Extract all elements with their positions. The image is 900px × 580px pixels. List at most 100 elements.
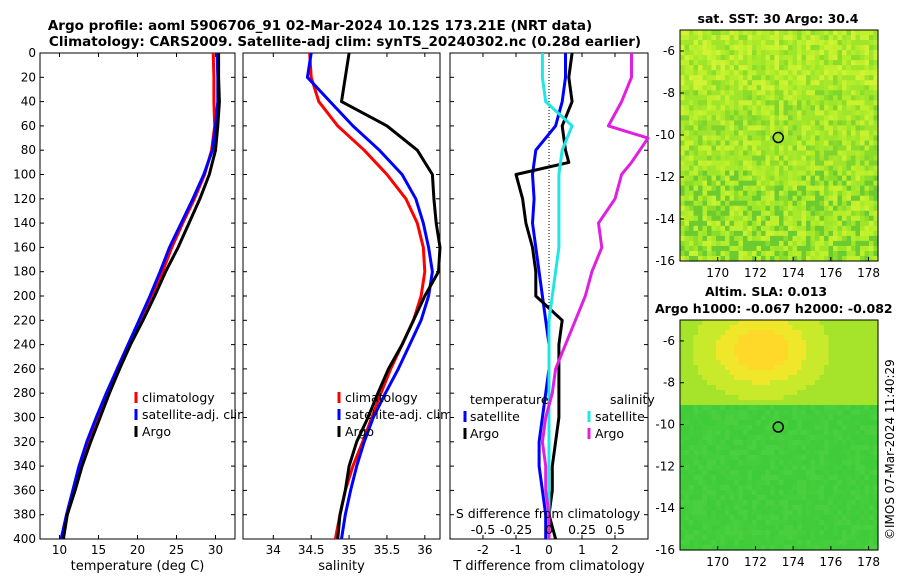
- map-cell: [833, 495, 839, 501]
- map-cell: [779, 65, 785, 71]
- map-cell: [833, 115, 839, 121]
- map-cell: [770, 230, 776, 237]
- map-cell: [693, 430, 699, 436]
- map-cell: [873, 490, 879, 496]
- map-cell: [779, 375, 785, 381]
- map-cell: [828, 230, 834, 237]
- map-cell: [707, 480, 713, 486]
- map-cell: [792, 410, 798, 416]
- map-cell: [698, 385, 704, 391]
- map-cell: [747, 515, 753, 521]
- map-cell: [846, 535, 852, 541]
- map-cell: [869, 245, 875, 252]
- map-cell: [851, 385, 857, 391]
- map-cell: [810, 215, 816, 222]
- map-cell: [689, 430, 695, 436]
- map-cell: [801, 70, 807, 76]
- legend-label: Argo: [595, 426, 624, 441]
- map-cell: [801, 345, 807, 351]
- map-cell: [698, 355, 704, 361]
- map-cell: [828, 220, 834, 227]
- map-cell: [855, 195, 861, 202]
- map-cell: [824, 320, 830, 326]
- map-cell: [873, 215, 879, 222]
- map-cell: [747, 175, 753, 182]
- map-cell: [756, 480, 762, 486]
- map-cell: [729, 515, 735, 521]
- map-cell: [797, 105, 803, 111]
- map-cell: [743, 200, 749, 207]
- map-cell: [783, 165, 789, 172]
- map-cell: [828, 55, 834, 61]
- map-cell: [734, 325, 740, 331]
- map-cell: [680, 165, 686, 172]
- map-cell: [779, 235, 785, 242]
- map-cell: [707, 360, 713, 366]
- map-cell: [851, 35, 857, 41]
- map-cell: [869, 110, 875, 116]
- map-cell: [869, 205, 875, 212]
- map-cell: [761, 100, 767, 106]
- map-cell: [698, 135, 704, 142]
- map-cell: [810, 545, 816, 551]
- map-cell: [815, 45, 821, 51]
- map-cell: [684, 135, 690, 142]
- map-cell: [788, 180, 794, 187]
- map-cell: [711, 45, 717, 51]
- map-cell: [711, 185, 717, 192]
- map-cell: [752, 535, 758, 541]
- map-cell: [747, 405, 753, 411]
- map-cell: [756, 345, 762, 351]
- map-cell: [824, 180, 830, 187]
- map-cell: [725, 155, 731, 162]
- map-cell: [846, 470, 852, 476]
- map-cell: [864, 375, 870, 381]
- map-cell: [698, 40, 704, 46]
- map-cell: [797, 470, 803, 476]
- map-cell: [725, 135, 731, 142]
- map-cell: [680, 70, 686, 76]
- map-cell: [864, 465, 870, 471]
- map-cell: [860, 105, 866, 111]
- map-cell: [837, 340, 843, 346]
- map-cell: [842, 255, 848, 262]
- map-cell: [716, 465, 722, 471]
- map-cell: [680, 160, 686, 167]
- map-cell: [846, 240, 852, 247]
- map-cell: [770, 50, 776, 56]
- map-cell: [711, 75, 717, 81]
- map-cell: [729, 140, 735, 147]
- map-cell: [810, 85, 816, 91]
- map-cell: [725, 395, 731, 401]
- map-cell: [815, 430, 821, 436]
- map-cell: [729, 385, 735, 391]
- map-cell: [833, 350, 839, 356]
- y-tick-label: 120: [13, 192, 36, 206]
- map-cell: [684, 480, 690, 486]
- map-cell: [738, 45, 744, 51]
- map-cell: [738, 545, 744, 551]
- map-cell: [824, 255, 830, 262]
- map-cell: [783, 230, 789, 237]
- map-cell: [770, 235, 776, 242]
- map-cell: [828, 210, 834, 217]
- map-cell: [815, 195, 821, 202]
- map-cell: [716, 415, 722, 421]
- map-cell: [842, 535, 848, 541]
- map-cell: [873, 400, 879, 406]
- map-cell: [725, 420, 731, 426]
- map-cell: [716, 490, 722, 496]
- map-cell: [842, 475, 848, 481]
- y-tick-label: -6: [663, 334, 675, 348]
- map-cell: [806, 500, 812, 506]
- map-cell: [752, 395, 758, 401]
- map-cell: [761, 230, 767, 237]
- map-cell: [828, 320, 834, 326]
- map-cell: [797, 235, 803, 242]
- map-cell: [810, 430, 816, 436]
- map-cell: [770, 75, 776, 81]
- map-cell: [855, 255, 861, 262]
- map-cell: [819, 70, 825, 76]
- map-cell: [828, 345, 834, 351]
- map-cell: [765, 480, 771, 486]
